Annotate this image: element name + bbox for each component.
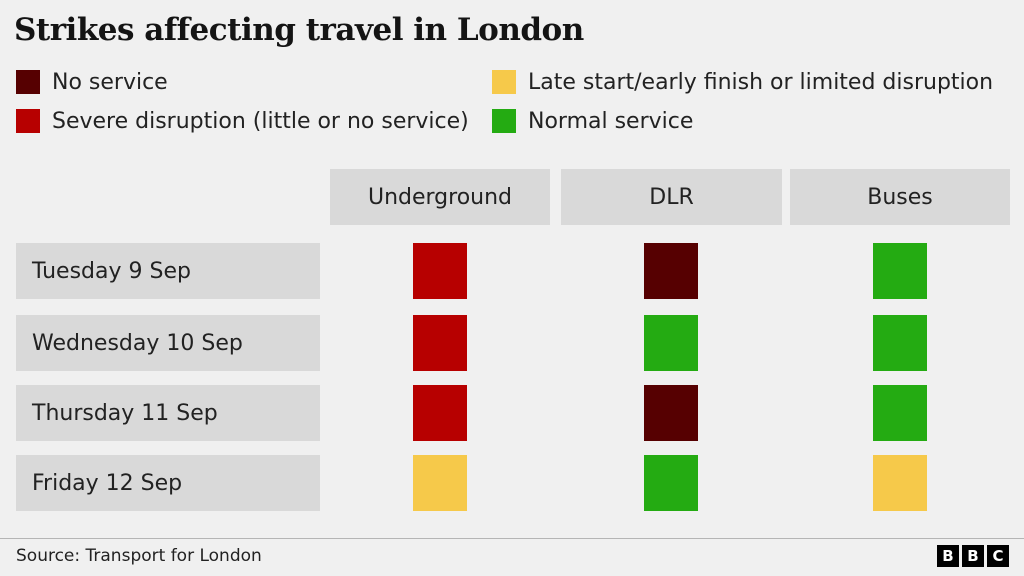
legend-item-no-service: No service bbox=[16, 68, 168, 96]
status-cell bbox=[644, 243, 698, 299]
row-label-thursday: Thursday 11 Sep bbox=[16, 385, 320, 441]
status-cell bbox=[873, 385, 927, 441]
bbc-logo-letter: C bbox=[987, 545, 1009, 567]
status-cell bbox=[644, 315, 698, 371]
legend-label-severe: Severe disruption (little or no service) bbox=[52, 108, 469, 134]
footer-divider bbox=[0, 538, 1024, 539]
chart-title: Strikes affecting travel in London bbox=[14, 12, 584, 48]
source-note: Source: Transport for London bbox=[16, 546, 262, 566]
bbc-logo-letter: B bbox=[937, 545, 959, 567]
row-label-wednesday: Wednesday 10 Sep bbox=[16, 315, 320, 371]
legend-swatch-normal bbox=[492, 109, 516, 133]
legend-label-normal: Normal service bbox=[528, 108, 694, 134]
status-cell bbox=[644, 385, 698, 441]
column-header-dlr: DLR bbox=[561, 169, 782, 225]
column-header-buses: Buses bbox=[790, 169, 1010, 225]
column-header-underground: Underground bbox=[330, 169, 550, 225]
legend-swatch-severe bbox=[16, 109, 40, 133]
legend-label-limited: Late start/early finish or limited disru… bbox=[528, 69, 994, 95]
legend-swatch-no-service bbox=[16, 70, 40, 94]
status-cell bbox=[413, 455, 467, 511]
row-label-tuesday: Tuesday 9 Sep bbox=[16, 243, 320, 299]
status-cell bbox=[873, 455, 927, 511]
legend-swatch-limited bbox=[492, 70, 516, 94]
status-cell bbox=[413, 315, 467, 371]
bbc-logo-letter: B bbox=[962, 545, 984, 567]
legend-item-severe: Severe disruption (little or no service) bbox=[16, 107, 469, 135]
status-cell bbox=[413, 385, 467, 441]
status-cell bbox=[644, 455, 698, 511]
status-cell bbox=[413, 243, 467, 299]
legend-item-limited: Late start/early finish or limited disru… bbox=[492, 68, 993, 96]
legend-label-no-service: No service bbox=[52, 69, 168, 95]
status-cell bbox=[873, 315, 927, 371]
row-label-friday: Friday 12 Sep bbox=[16, 455, 320, 511]
status-cell bbox=[873, 243, 927, 299]
bbc-logo: B B C bbox=[937, 545, 1009, 567]
legend-item-normal: Normal service bbox=[492, 107, 693, 135]
